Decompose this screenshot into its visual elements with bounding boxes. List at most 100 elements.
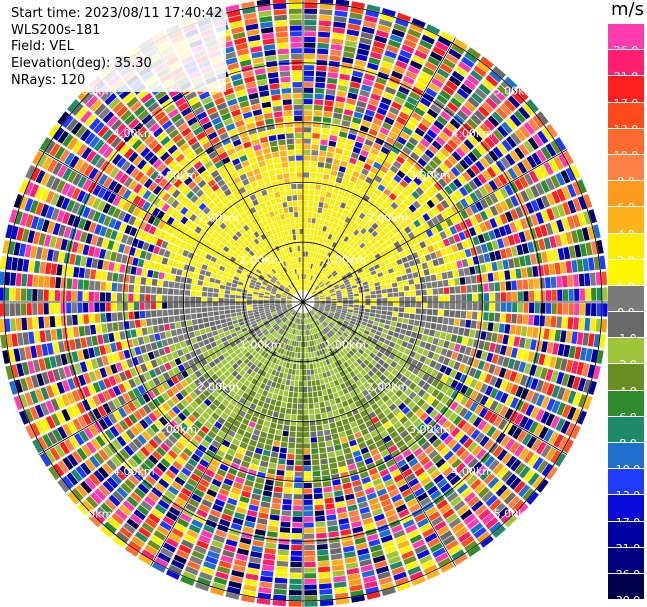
gate-cell <box>337 245 343 252</box>
gate-cell <box>496 333 504 344</box>
gate-cell <box>356 436 365 444</box>
gate-cell <box>367 378 375 385</box>
gate-cell <box>435 427 445 437</box>
gate-cell <box>296 318 299 324</box>
gate-cell <box>209 403 218 412</box>
gate-cell <box>342 332 349 338</box>
gate-cell <box>528 170 539 183</box>
gate-cell <box>334 586 348 594</box>
gate-cell <box>247 310 253 314</box>
gate-cell <box>335 290 341 294</box>
gate-cell <box>287 321 292 327</box>
gate-cell <box>310 289 315 294</box>
gate-cell <box>319 282 324 287</box>
gate-cell <box>429 236 437 244</box>
gate-cell <box>290 345 294 352</box>
gate-cell <box>402 519 415 529</box>
gate-cell <box>573 274 580 287</box>
gate-cell <box>243 372 250 380</box>
gate-cell <box>320 283 325 288</box>
gate-cell <box>458 231 466 241</box>
gate-cell <box>258 297 264 300</box>
gate-cell <box>368 152 377 161</box>
gate-cell <box>396 322 403 328</box>
gate-cell <box>548 263 556 275</box>
gate-cell <box>198 323 205 330</box>
gate-cell <box>419 97 432 107</box>
gate-cell <box>423 29 438 40</box>
gate-cell <box>432 155 442 166</box>
gate-cell <box>171 430 182 440</box>
gate-cell <box>410 290 416 296</box>
gate-cell <box>445 80 458 91</box>
gate-cell <box>495 292 501 302</box>
gate-cell <box>324 232 329 239</box>
gate-cell <box>349 584 363 592</box>
gate-cell <box>545 413 556 427</box>
gate-cell <box>550 316 557 328</box>
gate-cell <box>0 303 4 317</box>
gate-cell <box>335 420 343 428</box>
gate-cell <box>498 226 507 237</box>
gate-cell <box>213 357 221 365</box>
gate-cell <box>181 370 189 379</box>
gate-cell <box>498 367 507 378</box>
gate-cell <box>366 103 377 112</box>
gate-cell <box>458 531 472 543</box>
gate-cell <box>344 216 351 224</box>
gate-cell <box>363 366 371 373</box>
gate-cell <box>272 497 282 504</box>
gate-cell <box>49 289 55 301</box>
gate-cell <box>408 116 419 126</box>
gate-cell <box>449 310 455 318</box>
gate-cell <box>324 365 329 372</box>
gate-cell <box>370 359 378 366</box>
gate-cell <box>396 582 411 592</box>
gate-cell <box>370 305 377 310</box>
gate-cell <box>401 323 408 330</box>
gate-cell <box>119 526 133 539</box>
gate-cell <box>100 525 114 538</box>
gate-cell <box>519 125 531 139</box>
gate-cell <box>226 586 241 595</box>
gate-cell <box>455 294 461 302</box>
gate-cell <box>347 343 353 350</box>
gate-cell <box>210 341 217 348</box>
gate-cell <box>283 310 289 315</box>
gate-cell <box>345 562 359 570</box>
gate-cell <box>359 377 367 384</box>
gate-cell <box>326 151 334 158</box>
gate-cell <box>431 453 442 464</box>
gate-cell <box>339 283 345 288</box>
gate-cell <box>303 465 312 472</box>
gate-cell <box>199 402 208 411</box>
gate-cell <box>335 225 341 232</box>
gate-cell <box>272 492 283 499</box>
gate-cell <box>140 446 151 457</box>
gate-cell <box>308 263 311 269</box>
gate-cell <box>423 133 434 144</box>
gate-cell <box>383 226 391 234</box>
gate-cell <box>156 340 163 349</box>
gate-cell <box>431 206 440 216</box>
gate-cell <box>493 228 502 239</box>
gate-cell <box>435 402 444 412</box>
gate-cell <box>466 518 480 530</box>
gate-cell <box>317 254 321 260</box>
gate-cell <box>380 13 395 22</box>
gate-cell <box>380 498 392 508</box>
gate-cell <box>279 314 285 319</box>
gate-cell <box>303 527 315 534</box>
gate-cell <box>245 450 254 458</box>
gate-cell <box>196 291 202 297</box>
gate-cell <box>312 465 320 471</box>
gate-cell <box>262 490 273 497</box>
gate-cell <box>260 431 268 438</box>
gate-cell <box>323 395 329 402</box>
gate-cell <box>144 458 155 470</box>
gate-cell <box>260 570 274 577</box>
gate-cell <box>540 290 546 301</box>
gate-cell <box>434 266 441 274</box>
gate-cell <box>420 364 429 372</box>
gate-cell <box>308 195 314 201</box>
